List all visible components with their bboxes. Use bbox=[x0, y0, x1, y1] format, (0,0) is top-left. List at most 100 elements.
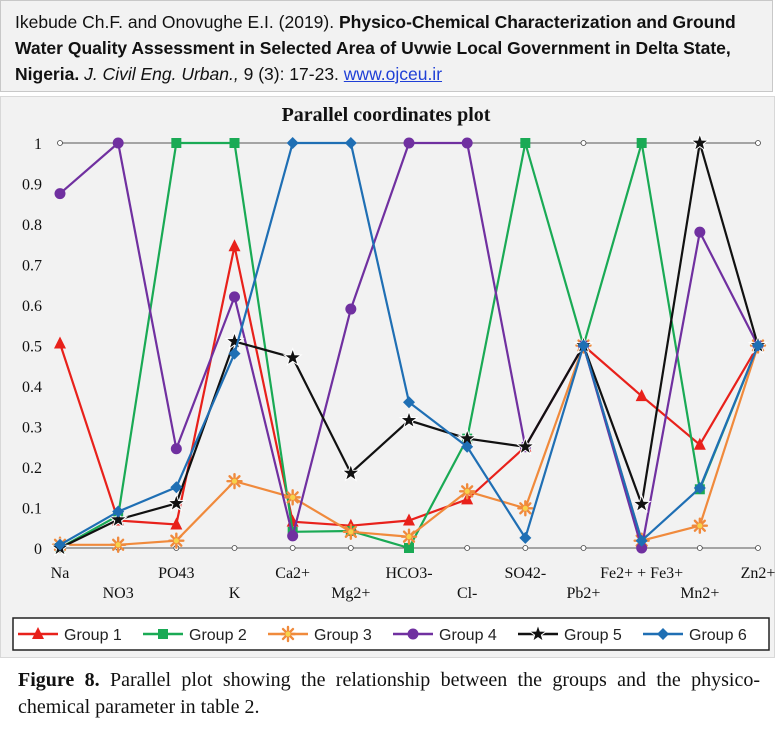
data-point-group-5 bbox=[224, 330, 245, 350]
x-category-label: Mn2+ bbox=[680, 585, 719, 602]
data-point-group-3 bbox=[458, 483, 476, 500]
data-point-group-4 bbox=[229, 291, 240, 303]
legend-marker bbox=[158, 629, 168, 639]
data-point-group-6 bbox=[344, 137, 357, 149]
data-point-group-6 bbox=[577, 339, 590, 352]
data-point-group-3 bbox=[109, 536, 127, 553]
x-category-label: HCO3- bbox=[385, 565, 432, 582]
legend-label: Group 5 bbox=[564, 627, 622, 644]
axis-end-mark bbox=[755, 545, 761, 551]
data-point-group-5 bbox=[515, 436, 536, 456]
citation-volume: 9 (3): 17-23. bbox=[243, 64, 339, 84]
axis-end-mark bbox=[464, 545, 471, 551]
asterisk-core bbox=[173, 538, 179, 544]
asterisk-core bbox=[464, 488, 470, 494]
citation-header: Ikebude Ch.F. and Onovughe E.I. (2019). … bbox=[0, 0, 773, 92]
data-point-group-4 bbox=[636, 542, 648, 554]
legend-label: Group 4 bbox=[439, 627, 497, 644]
x-category-label: Na bbox=[51, 565, 70, 582]
parallel-coordinates-chart: Parallel coordinates plot 0 0.1 0.2 0.3 0.4 0.… bbox=[12, 104, 775, 651]
data-point-group-5 bbox=[282, 347, 303, 367]
data-point-group-6 bbox=[752, 339, 764, 352]
citation-link[interactable]: www.ojceu.ir bbox=[343, 64, 443, 84]
data-point-group-5 bbox=[398, 409, 420, 429]
data-point-group-4 bbox=[694, 226, 706, 238]
data-point-group-3 bbox=[400, 528, 418, 545]
axis-end-mark bbox=[580, 140, 587, 146]
axis-end-mark bbox=[580, 545, 587, 551]
data-point-group-6 bbox=[228, 347, 241, 360]
data-point-group-3 bbox=[226, 472, 243, 490]
legend-item-group-1: Group 1 bbox=[18, 627, 122, 644]
y-tick-label: 0 bbox=[34, 541, 42, 558]
axis-end-mark bbox=[696, 545, 703, 551]
y-tick-label: 0.2 bbox=[22, 460, 42, 477]
data-point-group-4 bbox=[461, 137, 473, 149]
citation-title: Physico-Chemical Characterization and Gr… bbox=[15, 12, 736, 84]
data-point-group-2 bbox=[229, 138, 240, 148]
data-point-group-2 bbox=[171, 138, 182, 148]
data-point-group-4 bbox=[112, 137, 124, 149]
axis-end-mark bbox=[57, 140, 63, 146]
y-tick-label: 0.5 bbox=[22, 339, 42, 356]
legend-item-group-6: Group 6 bbox=[643, 627, 747, 644]
x-category-label: Cl- bbox=[457, 585, 477, 602]
series-group-6 bbox=[54, 137, 764, 551]
legend-label: Group 2 bbox=[189, 627, 247, 644]
data-point-group-6 bbox=[112, 505, 125, 518]
legend-item-group-2: Group 2 bbox=[143, 627, 247, 644]
data-point-group-5 bbox=[340, 462, 361, 482]
x-category-label: Pb2+ bbox=[567, 585, 601, 602]
data-point-group-5 bbox=[166, 492, 187, 512]
y-tick-label: 0.6 bbox=[22, 298, 42, 315]
series-group-1 bbox=[54, 239, 764, 531]
data-point-group-1 bbox=[635, 389, 648, 402]
legend-item-group-5: Group 5 bbox=[518, 623, 622, 644]
axis-end-mark bbox=[231, 545, 238, 551]
series-group-4 bbox=[54, 137, 764, 554]
x-category-label: K bbox=[229, 585, 241, 602]
y-tick-label: 0.4 bbox=[22, 379, 42, 396]
figure-caption: Figure 8. Parallel plot showing the rela… bbox=[18, 667, 760, 721]
asterisk-core bbox=[406, 534, 412, 540]
data-point-group-6 bbox=[403, 396, 415, 409]
asterisk-core bbox=[231, 478, 238, 484]
data-point-group-6 bbox=[693, 482, 706, 495]
legend-marker bbox=[32, 627, 44, 639]
data-point-group-6 bbox=[519, 531, 532, 544]
x-category-label: Ca2+ bbox=[275, 565, 310, 582]
legend-label: Group 3 bbox=[314, 627, 372, 644]
data-point-group-6 bbox=[461, 440, 474, 453]
data-point-group-2 bbox=[520, 138, 531, 148]
data-point-group-5 bbox=[631, 493, 652, 513]
data-point-group-1 bbox=[54, 336, 66, 349]
legend-item-group-4: Group 4 bbox=[393, 627, 497, 644]
legend-item-group-3: Group 3 bbox=[268, 625, 372, 644]
data-point-group-6 bbox=[635, 534, 648, 547]
data-point-group-3 bbox=[691, 517, 709, 534]
data-point-group-1 bbox=[403, 513, 415, 526]
y-tick-label: 0.8 bbox=[22, 217, 42, 234]
data-point-group-4 bbox=[287, 530, 299, 542]
data-point-group-4 bbox=[403, 137, 415, 149]
asterisk-core bbox=[290, 494, 296, 500]
figure-label: Figure 8. bbox=[18, 669, 100, 691]
x-category-label: SO42- bbox=[504, 565, 546, 582]
data-point-group-2 bbox=[404, 543, 414, 553]
axis-end-mark bbox=[522, 545, 529, 551]
data-point-group-3 bbox=[342, 523, 360, 540]
legend-marker bbox=[527, 623, 549, 643]
citation-journal: J. Civil Eng. Urban., bbox=[84, 64, 239, 84]
x-category-label: Mg2+ bbox=[331, 585, 370, 602]
data-point-group-6 bbox=[54, 538, 66, 551]
asterisk-core bbox=[285, 631, 291, 637]
chart-title: Parallel coordinates plot bbox=[282, 104, 491, 126]
x-category-label: NO3 bbox=[103, 585, 134, 602]
legend-label: Group 6 bbox=[689, 627, 747, 644]
asterisk-core bbox=[348, 529, 354, 535]
series-group-2 bbox=[55, 138, 763, 553]
data-point-group-3 bbox=[168, 532, 185, 549]
data-point-group-2 bbox=[636, 138, 647, 148]
data-point-group-6 bbox=[170, 481, 183, 494]
legend-marker bbox=[279, 625, 297, 643]
